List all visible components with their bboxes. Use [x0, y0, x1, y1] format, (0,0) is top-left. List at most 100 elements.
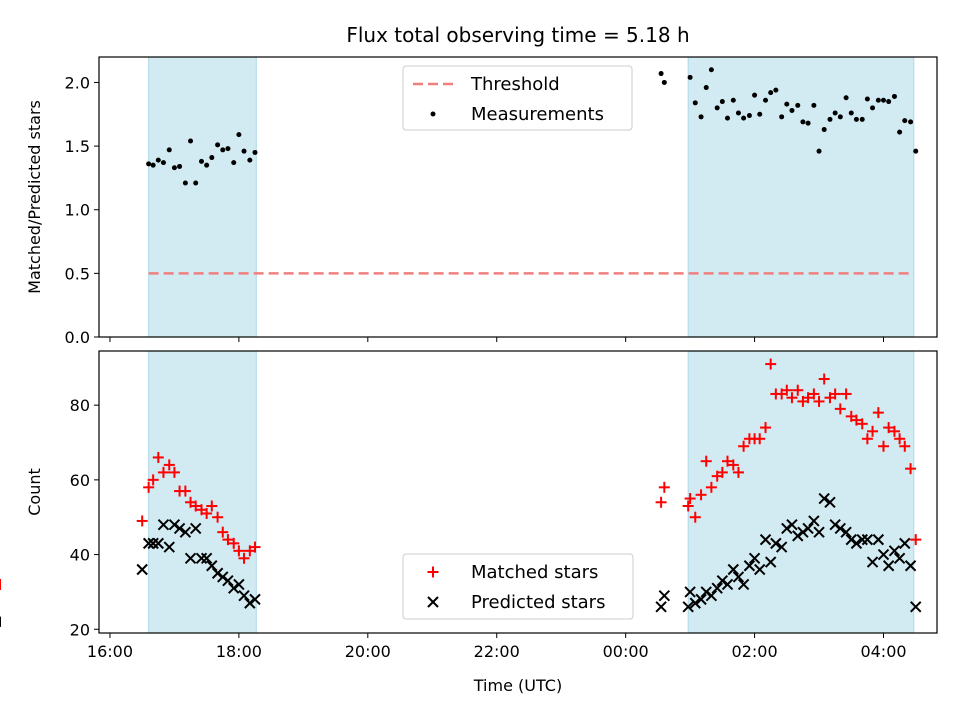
- predicted-stars-point-52-b: [829, 518, 841, 531]
- predicted-stars-point-17: [228, 582, 240, 594]
- predicted-stars-point-10-b: [189, 522, 202, 535]
- legend-label: Predicted stars: [471, 592, 605, 613]
- predicted-stars-point-11: [195, 552, 208, 565]
- matched-stars-point-48: [808, 388, 820, 400]
- measurements-point-29: [719, 99, 725, 105]
- predicted-stars-point-55-b: [845, 533, 857, 546]
- predicted-stars-point-62: [882, 560, 895, 572]
- legend-measurements-swatch: [430, 111, 436, 117]
- matched-stars-point-67: [910, 534, 922, 546]
- y-tick-label: 0.0: [65, 328, 90, 347]
- measurements-point-15: [225, 146, 231, 152]
- predicted-stars-point-48: [808, 515, 820, 527]
- ratio-panel: 0.0 0.5 1.0 1.5 2.0 Matched/Predicted stars Th…: [25, 56, 938, 347]
- predicted-stars-point-67: [910, 601, 922, 613]
- measurements-point-47: [816, 148, 822, 154]
- predicted-stars-point-54-b: [840, 526, 852, 538]
- matched-stars-point-24: [682, 500, 694, 512]
- predicted-stars-point-2-b: [147, 537, 159, 550]
- matched-stars-point-3: [152, 451, 164, 463]
- measurements-point-58: [875, 97, 881, 103]
- predicted-stars-point-34: [732, 571, 745, 583]
- predicted-stars-point-10: [189, 522, 202, 535]
- predicted-stars-point-39: [759, 533, 772, 546]
- measurements-point-63: [902, 118, 908, 124]
- predicted-stars-point-5: [163, 541, 175, 553]
- matched-stars-point-26: [689, 511, 701, 523]
- predicted-stars-point-43-b: [781, 522, 793, 535]
- predicted-stars-point-65-b: [899, 537, 911, 550]
- legend-label: Measurements: [471, 104, 604, 125]
- predicted-stars-point-25-b: [684, 586, 696, 598]
- predicted-stars-point-1: [142, 537, 155, 550]
- predicted-stars-point-22-b: [655, 601, 667, 613]
- measurements-point-65: [913, 148, 919, 154]
- measurements-point-2: [155, 157, 161, 163]
- predicted-stars-point-13: [206, 560, 218, 572]
- matched-stars-point-2: [147, 474, 159, 486]
- matched-stars-point-57: [856, 418, 868, 430]
- predicted-stars-point-38-b: [754, 563, 766, 576]
- measurements-point-20: [252, 149, 258, 155]
- predicted-stars-point-33: [727, 563, 740, 576]
- predicted-stars-point-49-b: [813, 526, 825, 538]
- matched-stars-point-13: [206, 500, 218, 512]
- predicted-stars-point-61-b: [877, 548, 890, 561]
- predicted-stars-point-25: [684, 586, 696, 598]
- x-tick-label: 02:00: [732, 642, 778, 661]
- predicted-stars-point-39-b: [759, 533, 772, 546]
- predicted-stars-point-1-b: [142, 537, 155, 550]
- measurements-point-39: [773, 87, 779, 93]
- predicted-stars-point-4-b: [157, 518, 170, 531]
- predicted-stars-point-26: [689, 597, 701, 609]
- measurements-point-38: [768, 90, 774, 96]
- measurements-point-23: [687, 74, 693, 80]
- matched-stars-point-18: [233, 545, 245, 557]
- legend-swatch-0: [427, 566, 439, 578]
- y-axis-label: Matched/Predicted stars: [25, 100, 44, 294]
- predicted-stars-point-31: [716, 575, 729, 587]
- measurements-point-32: [735, 110, 741, 116]
- predicted-stars-point-27-b: [695, 593, 707, 606]
- y-tick-label: 40: [70, 546, 90, 565]
- predicted-stars-point-21-b: [249, 593, 261, 606]
- matched-stars-point-39: [760, 422, 772, 434]
- matched-stars-point-25: [684, 493, 696, 505]
- predicted-stars-point-60-b: [872, 533, 885, 546]
- predicted-stars-point-53-b: [834, 522, 847, 535]
- predicted-stars-point-36: [743, 560, 756, 572]
- predicted-stars-point-32-b: [721, 578, 734, 591]
- predicted-stars-point-28-b: [700, 586, 712, 598]
- predicted-stars-point-63-b: [888, 545, 901, 557]
- matched-stars-point-4: [157, 466, 169, 478]
- matched-stars-point-32: [722, 455, 733, 467]
- predicted-stars-point-43: [781, 522, 793, 535]
- predicted-stars-point-46-b: [797, 526, 809, 538]
- predicted-stars-point-8: [179, 526, 192, 538]
- predicted-stars-point-0: [136, 563, 148, 576]
- shaded-interval-1-1: [687, 350, 915, 634]
- measurements-point-21: [658, 71, 664, 77]
- measurements-point-30: [725, 115, 730, 121]
- chart-title: Flux total observing time = 5.18 h: [346, 23, 689, 47]
- predicted-stars-point-40: [764, 556, 777, 568]
- x-tick-label: 18:00: [216, 642, 262, 661]
- predicted-stars-point-60: [872, 533, 885, 546]
- measurements-point-14: [220, 147, 226, 153]
- predicted-stars-point-15: [217, 571, 229, 583]
- predicted-stars-point-37-b: [748, 552, 761, 565]
- measurements-point-53: [848, 110, 854, 116]
- x-tick-label: 20:00: [345, 642, 391, 661]
- predicted-stars-point-61: [877, 548, 890, 561]
- matched-stars-point-40: [765, 358, 777, 370]
- predicted-stars-point-36-b: [743, 560, 756, 572]
- matched-stars-point-58: [861, 433, 873, 445]
- predicted-stars-point-2: [147, 537, 159, 550]
- measurements-point-54: [853, 116, 859, 122]
- predicted-stars-point-64: [893, 552, 906, 565]
- predicted-stars-point-15-b: [217, 571, 229, 583]
- matched-stars-point-38: [754, 433, 766, 445]
- measurements-point-48: [821, 127, 827, 133]
- predicted-stars-point-37: [748, 552, 761, 565]
- matched-stars-point-12: [201, 507, 213, 519]
